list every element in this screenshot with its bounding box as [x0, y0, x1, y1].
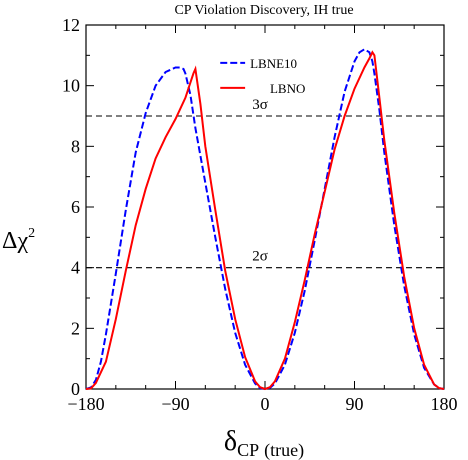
y-axis-label-superscript: 2	[28, 226, 35, 241]
legend-label: LBNO	[270, 81, 305, 96]
x-axis-label: δCP (true)	[224, 426, 304, 460]
y-tick-label: 2	[71, 318, 80, 338]
y-axis-label-symbol: χ	[16, 228, 28, 254]
x-axis-label-suffix: (true)	[264, 440, 304, 460]
y-tick-label: 4	[71, 258, 80, 278]
x-axis-label-symbol: δ	[224, 426, 237, 457]
reference-line-label: 3σ	[252, 97, 268, 113]
reference-line-label: 2σ	[252, 249, 268, 265]
x-tick-label: 180	[431, 394, 458, 414]
y-tick-label: 0	[71, 379, 80, 399]
x-tick-label: 0	[261, 394, 270, 414]
legend: LBNE10 LBNO	[220, 56, 305, 96]
y-axis-label-prefix: Δ	[2, 228, 17, 254]
plot-area: 0 2 4 6 8 10 12 −180 −90 0 90 180 3σ 2σ	[62, 15, 458, 414]
y-tick-label: 12	[62, 15, 80, 35]
x-tick-label: −90	[161, 394, 189, 414]
y-tick-label: 10	[62, 76, 80, 96]
y-tick-label: 8	[71, 136, 80, 156]
y-axis-label: Δχ2	[2, 226, 35, 254]
x-tick-label: 90	[346, 394, 364, 414]
y-tick-label: 6	[71, 197, 80, 217]
series-line	[85, 50, 445, 391]
x-axis-label-subscript: CP	[237, 440, 259, 460]
legend-label: LBNE10	[250, 56, 297, 71]
x-tick-label: −180	[67, 394, 104, 414]
chart-title: CP Violation Discovery, IH true	[174, 3, 353, 18]
